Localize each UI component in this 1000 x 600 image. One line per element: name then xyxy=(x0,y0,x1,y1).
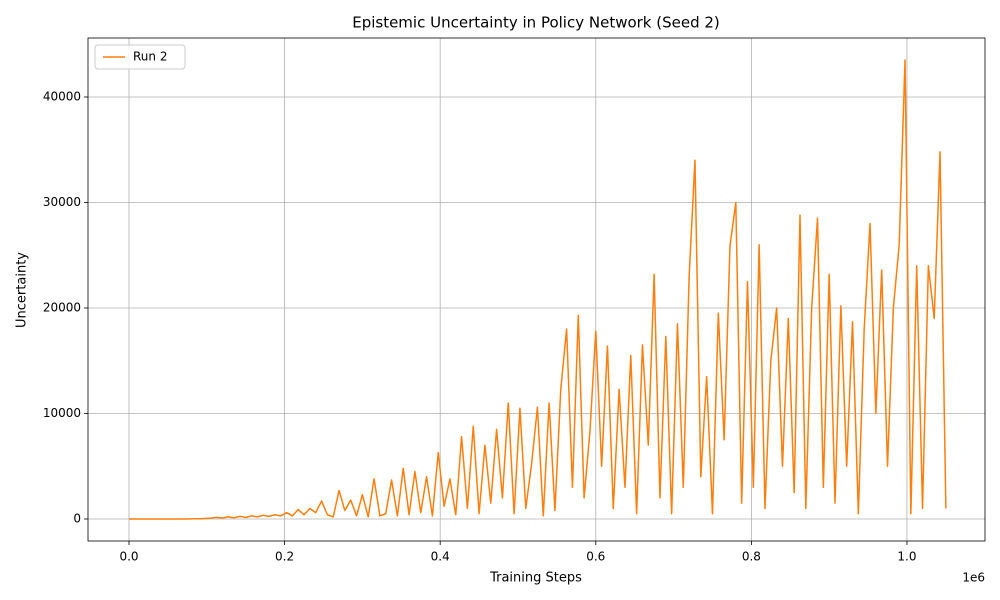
x-offset-label: 1e6 xyxy=(962,571,985,585)
y-tick-label: 0 xyxy=(73,512,81,526)
x-tick-label: 1.0 xyxy=(897,550,916,564)
plot-frame xyxy=(87,37,986,542)
x-tick-label: 0.0 xyxy=(119,550,138,564)
legend-frame xyxy=(94,44,186,70)
x-tick-label: 0.8 xyxy=(742,550,761,564)
chart-title: Epistemic Uncertainty in Policy Network … xyxy=(352,14,720,32)
y-axis-label: Uncertainty xyxy=(15,252,30,328)
y-tick-label: 20000 xyxy=(43,300,81,314)
x-tick-label: 0.6 xyxy=(586,550,605,564)
legend: Run 2 xyxy=(94,44,186,70)
y-tick-label: 30000 xyxy=(43,195,81,209)
y-tick-label: 10000 xyxy=(43,406,81,420)
legend-label: Run 2 xyxy=(133,50,167,64)
y-tick-label: 40000 xyxy=(43,89,81,103)
data-line xyxy=(129,59,947,520)
x-axis-label: Training Steps xyxy=(489,571,582,586)
x-tick-label: 0.4 xyxy=(431,550,450,564)
x-tick-label: 0.2 xyxy=(275,550,294,564)
